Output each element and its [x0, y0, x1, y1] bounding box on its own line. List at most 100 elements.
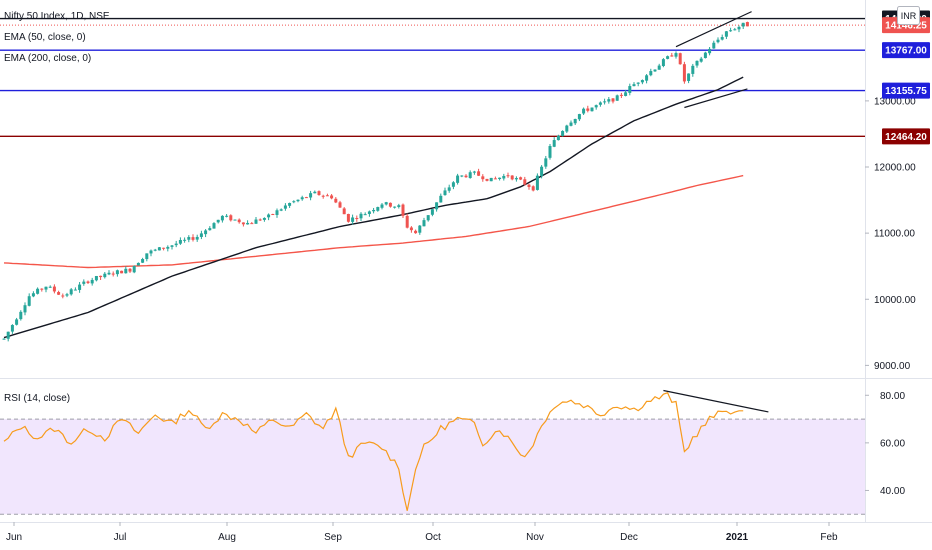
currency-button[interactable]: INR [897, 6, 920, 25]
candle-body [225, 215, 229, 217]
candle-body [510, 175, 514, 180]
candle-body [2, 338, 6, 340]
candle-body [233, 219, 237, 221]
candle-body [65, 294, 69, 296]
candle-body [523, 179, 527, 185]
candle-body [174, 243, 178, 246]
candle-body [330, 195, 334, 199]
candle-body [615, 95, 619, 101]
candle-body [548, 146, 552, 158]
candle-body [195, 236, 199, 240]
candle-body [136, 262, 140, 266]
candle-body [6, 331, 10, 339]
candle-body [426, 215, 430, 221]
candle-body [279, 209, 283, 211]
candle-body [367, 211, 371, 214]
candle-body [199, 233, 203, 237]
candle-body [498, 177, 502, 180]
candle-body [23, 305, 27, 313]
candle-body [695, 60, 699, 66]
candle-body [267, 214, 271, 218]
candle-body [712, 42, 716, 49]
price-scale[interactable]: 9000.00 10000.00 11000.00 12000.00 13000.00 [865, 96, 916, 372]
candle-body [94, 275, 98, 281]
candle-body [204, 230, 208, 235]
rsi-legend[interactable]: RSI (14, close) [4, 393, 70, 404]
candle-body [540, 166, 544, 176]
time-tick-label: Sep [324, 532, 342, 543]
candle-body [624, 92, 628, 96]
candle-body [246, 222, 250, 225]
time-scale[interactable]: Jun Jul Aug Sep Oct Nov Dec 2021 Feb [6, 522, 838, 543]
candle-body [338, 202, 342, 208]
trendline-0[interactable] [675, 11, 752, 48]
price-tag-label: 14146.25 [885, 21, 927, 32]
candle-body [586, 108, 590, 111]
rsi-line [3, 392, 744, 511]
time-tick-label: Feb [820, 532, 838, 543]
rsi-pane[interactable] [0, 389, 865, 515]
candle-body [19, 311, 23, 320]
price-pane[interactable] [0, 11, 865, 342]
candle-body [82, 281, 86, 284]
candle-body [342, 208, 346, 215]
candle-body [321, 195, 325, 197]
price-tag-3: 13155.75 [882, 82, 930, 99]
rsi-scale[interactable]: 40.00 60.00 80.00 [865, 391, 905, 497]
candle-body [31, 293, 35, 297]
time-tick-label: Oct [425, 532, 441, 543]
candle-body [103, 273, 107, 278]
candle-body [556, 135, 560, 141]
candle-body [15, 319, 19, 325]
candle-body [216, 219, 220, 223]
candle-body [464, 175, 468, 178]
candle-body [208, 228, 212, 231]
candle-body [506, 175, 510, 177]
ema200-legend[interactable]: EMA (200, close, 0) [4, 53, 91, 64]
candle-body [187, 237, 191, 240]
candle-body [258, 219, 262, 221]
candle-body [388, 202, 392, 207]
candle-body [128, 268, 132, 272]
candle-body [724, 31, 728, 37]
candle-body [27, 296, 31, 306]
candle-body [250, 223, 254, 225]
ema50-legend[interactable]: EMA (50, close, 0) [4, 32, 86, 43]
candle-body [170, 245, 174, 247]
candle-body [481, 176, 485, 180]
candle-body [355, 218, 359, 220]
candle-body [439, 195, 443, 203]
candle-body [611, 98, 615, 102]
price-trendlines [675, 11, 752, 109]
candle-body [359, 213, 363, 219]
candle-body [619, 94, 623, 96]
candle-body [418, 225, 422, 233]
candle-body [594, 105, 598, 108]
candle-body [36, 288, 40, 294]
candle-body [271, 214, 275, 216]
candle-body [262, 217, 266, 220]
candle-body [212, 223, 216, 229]
candle-body [666, 56, 670, 59]
candle-body [699, 58, 703, 62]
candle-body [61, 295, 65, 297]
candle-body [670, 55, 674, 57]
candle-body [73, 289, 77, 291]
trendline-1[interactable] [684, 88, 748, 109]
candle-body [657, 65, 661, 70]
rsi-trendline-path[interactable] [663, 389, 769, 413]
ema-200-path [3, 174, 744, 269]
time-tick-label: 2021 [726, 532, 749, 543]
candle-body [57, 292, 61, 295]
candle-body [254, 219, 258, 224]
rsi-tick-label: 40.00 [880, 486, 905, 497]
candle-body [376, 207, 380, 211]
candle-body [317, 191, 321, 196]
symbol-legend[interactable]: Nifty 50 Index, 1D, NSE [4, 11, 110, 22]
candle-body [115, 270, 119, 275]
candle-body [708, 48, 712, 54]
price-tag-label: 13767.00 [885, 46, 927, 57]
candle-body [191, 237, 195, 240]
candle-body [468, 172, 472, 178]
